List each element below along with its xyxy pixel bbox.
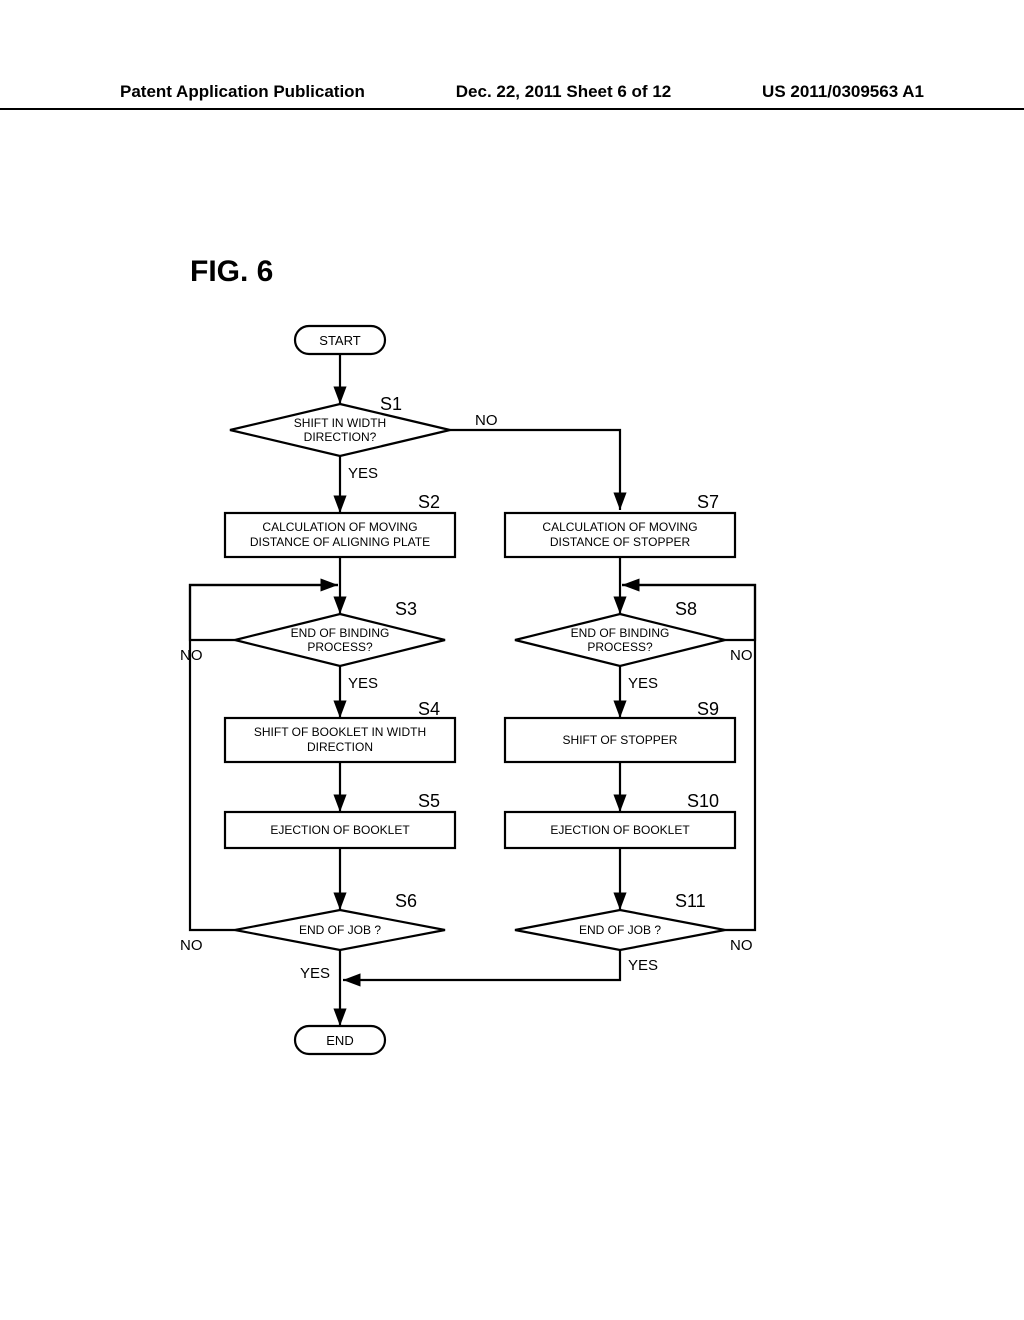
svg-text:DIRECTION?: DIRECTION? (304, 430, 377, 444)
svg-text:S5: S5 (418, 791, 440, 811)
svg-text:EJECTION OF BOOKLET: EJECTION OF BOOKLET (270, 823, 410, 837)
svg-text:DISTANCE OF STOPPER: DISTANCE OF STOPPER (550, 535, 691, 549)
svg-text:S2: S2 (418, 492, 440, 512)
flowchart-svg: START S1 SHIFT IN WIDTH DIRECTION? NO YE… (170, 310, 870, 1110)
svg-text:END OF BINDING: END OF BINDING (571, 626, 670, 640)
svg-text:S3: S3 (395, 599, 417, 619)
svg-text:NO: NO (730, 937, 753, 954)
node-end: END (295, 1026, 385, 1054)
node-start: START (295, 326, 385, 354)
svg-text:PROCESS?: PROCESS? (587, 640, 653, 654)
page-header: Patent Application Publication Dec. 22, … (0, 82, 1024, 110)
node-s1: S1 SHIFT IN WIDTH DIRECTION? (230, 394, 450, 456)
svg-text:S9: S9 (697, 699, 719, 719)
svg-text:END OF JOB ?: END OF JOB ? (579, 923, 661, 937)
svg-text:SHIFT IN WIDTH: SHIFT IN WIDTH (294, 416, 386, 430)
svg-text:S6: S6 (395, 891, 417, 911)
svg-text:DISTANCE OF ALIGNING PLATE: DISTANCE OF ALIGNING PLATE (250, 535, 430, 549)
svg-text:EJECTION OF BOOKLET: EJECTION OF BOOKLET (550, 823, 690, 837)
svg-text:SHIFT OF BOOKLET IN WIDTH: SHIFT OF BOOKLET IN WIDTH (254, 725, 426, 739)
svg-text:END OF BINDING: END OF BINDING (291, 626, 390, 640)
svg-text:S7: S7 (697, 492, 719, 512)
svg-text:SHIFT OF STOPPER: SHIFT OF STOPPER (563, 733, 678, 747)
svg-text:YES: YES (628, 675, 658, 692)
svg-text:NO: NO (180, 937, 203, 954)
svg-text:YES: YES (348, 675, 378, 692)
svg-text:YES: YES (628, 957, 658, 974)
svg-text:CALCULATION OF MOVING: CALCULATION OF MOVING (262, 520, 417, 534)
svg-text:CALCULATION OF MOVING: CALCULATION OF MOVING (542, 520, 697, 534)
svg-text:S8: S8 (675, 599, 697, 619)
svg-text:S11: S11 (675, 891, 706, 911)
header-center: Dec. 22, 2011 Sheet 6 of 12 (456, 82, 671, 102)
svg-text:START: START (319, 333, 360, 348)
svg-text:PROCESS?: PROCESS? (307, 640, 373, 654)
svg-text:NO: NO (730, 647, 753, 664)
header-right: US 2011/0309563 A1 (762, 82, 924, 102)
svg-text:NO: NO (475, 412, 498, 429)
header-left: Patent Application Publication (120, 82, 365, 102)
svg-text:YES: YES (300, 965, 330, 982)
svg-text:NO: NO (180, 647, 203, 664)
svg-text:S1: S1 (380, 394, 402, 414)
svg-text:S4: S4 (418, 699, 440, 719)
figure-label: FIG. 6 (190, 255, 273, 289)
svg-text:S10: S10 (687, 791, 719, 811)
svg-text:END: END (326, 1033, 353, 1048)
svg-text:DIRECTION: DIRECTION (307, 740, 373, 754)
svg-text:END OF JOB ?: END OF JOB ? (299, 923, 381, 937)
svg-text:YES: YES (348, 465, 378, 482)
page-container: Patent Application Publication Dec. 22, … (0, 0, 1024, 1320)
